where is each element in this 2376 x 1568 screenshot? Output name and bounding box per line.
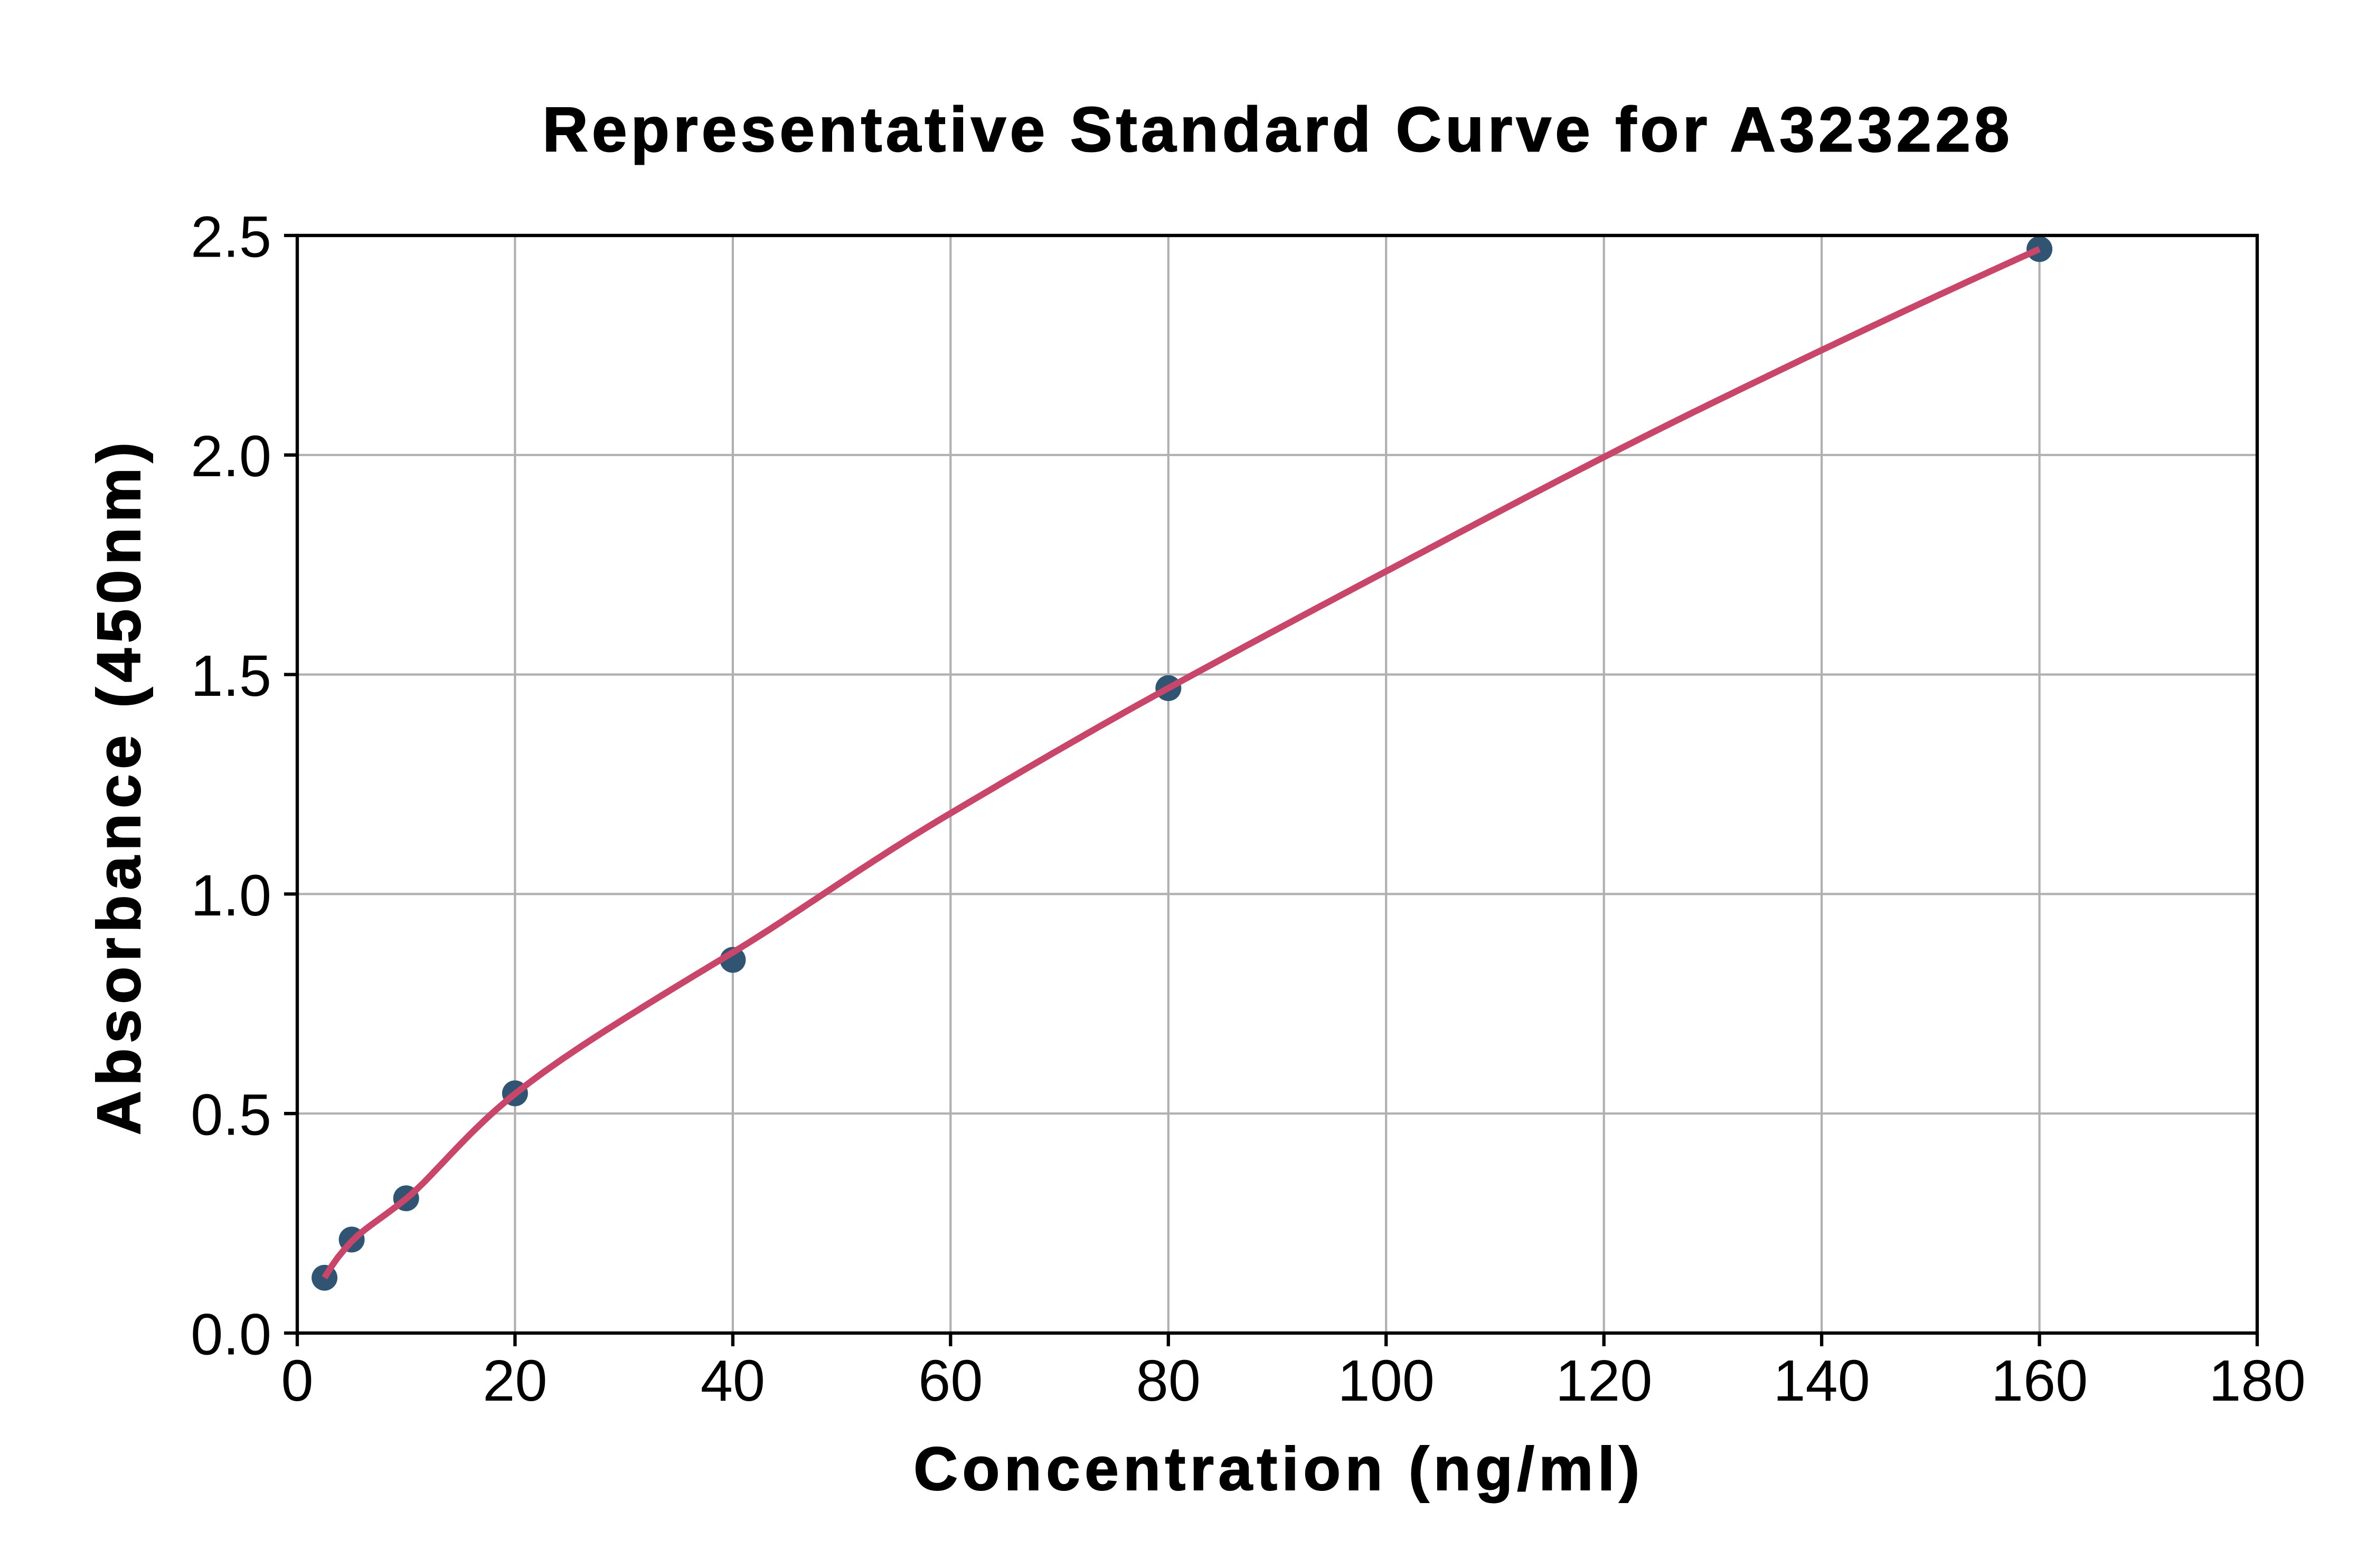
svg-text:2.0: 2.0 [191,424,271,489]
svg-text:100: 100 [1337,1348,1435,1413]
svg-text:80: 80 [1136,1348,1201,1413]
svg-text:0: 0 [281,1348,313,1413]
svg-text:160: 160 [1991,1348,2088,1413]
svg-text:1.5: 1.5 [191,644,271,709]
svg-text:1.0: 1.0 [191,863,271,928]
svg-text:60: 60 [918,1348,983,1413]
svg-text:0.0: 0.0 [191,1302,271,1367]
svg-text:120: 120 [1555,1348,1653,1413]
svg-text:180: 180 [2209,1348,2306,1413]
svg-text:20: 20 [483,1348,547,1413]
svg-text:0.5: 0.5 [191,1083,271,1148]
svg-text:Representative Standard Curve: Representative Standard Curve for A32322… [542,95,2013,165]
svg-text:2.5: 2.5 [191,204,271,269]
svg-text:140: 140 [1773,1348,1870,1413]
svg-text:Absorbance (450nm): Absorbance (450nm) [84,437,153,1135]
svg-text:40: 40 [701,1348,765,1413]
svg-text:Concentration (ng/ml): Concentration (ng/ml) [913,1434,1644,1503]
